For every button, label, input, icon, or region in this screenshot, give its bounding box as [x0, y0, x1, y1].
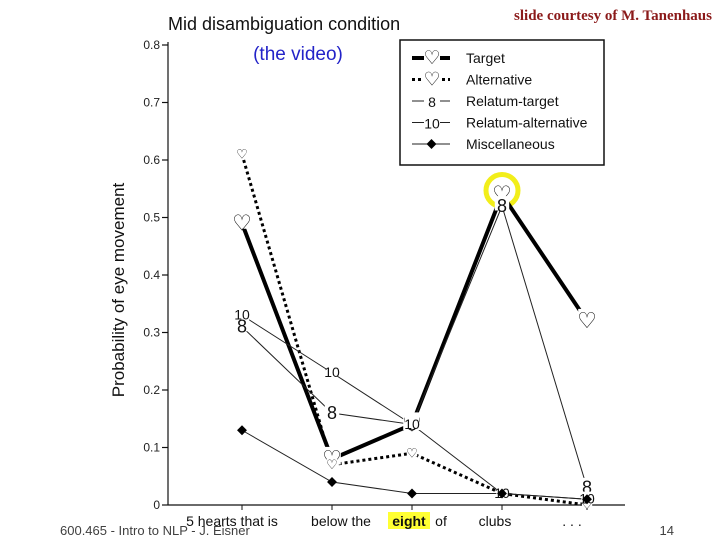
legend-marker-bg: [424, 94, 440, 110]
marker-bg: [233, 211, 251, 229]
series-relatum-alternative: [241, 314, 588, 500]
marker-bg: [494, 196, 510, 211]
y-tick-label: 0: [153, 498, 160, 512]
legend-marker-bg: [424, 115, 440, 132]
series-line: [241, 314, 588, 500]
data-point-diamond: [407, 488, 417, 499]
x-tick-label-highlighted: eight: [392, 513, 426, 529]
marker-bg: [236, 147, 248, 158]
y-tick-label: 0.1: [143, 441, 160, 455]
legend-item: ♡ Target: [412, 48, 505, 69]
legend-item: Miscellaneous: [412, 136, 555, 152]
data-point-heart: ♡: [581, 497, 593, 512]
legend-marker: 10: [424, 116, 440, 132]
data-point-diamond: [582, 494, 592, 505]
legend: ♡ Target ♡ Alternative 8 Relatum-target 10 Rela…: [399, 39, 605, 166]
data-point-diamond: [327, 477, 337, 487]
chart-subtitle: (the video): [253, 44, 343, 65]
legend-label: Relatum-alternative: [466, 115, 588, 131]
legend-marker-bg: [424, 51, 440, 67]
x-tick-label: . . .: [562, 513, 581, 529]
legend-marker: ♡: [423, 70, 440, 91]
y-tick-label: 0.6: [143, 153, 160, 167]
legend-item: 8 Relatum-target: [412, 93, 559, 110]
legend-marker-diamond: [426, 139, 437, 149]
legend-label: Alternative: [466, 72, 532, 88]
marker-bg: [234, 316, 250, 332]
marker-bg: [324, 403, 340, 418]
data-point-heart: ♡: [236, 146, 248, 161]
data-point-10: 10: [234, 307, 250, 323]
x-tick-label: clubs: [479, 513, 512, 529]
data-point-8: 8: [237, 317, 247, 337]
data-point-diamond: [237, 425, 247, 436]
x-tick-label: below the: [311, 513, 371, 529]
data-point-heart: ♡: [326, 457, 338, 472]
marker-bg: [493, 182, 511, 200]
marker-bg: [578, 308, 596, 327]
data-point-8: 8: [497, 196, 507, 216]
data-point-heart: ♡: [232, 210, 252, 235]
markers-miscellaneous: [237, 425, 592, 505]
legend-item: 10 Relatum-alternative: [412, 115, 588, 132]
legend-marker: ♡: [423, 48, 440, 69]
legend-label: Relatum-target: [466, 93, 559, 109]
y-tick-label: 0.4: [143, 268, 160, 282]
marker-bg: [236, 307, 248, 319]
y-axis-label: Probability of eye movement: [109, 182, 128, 397]
series-miscellaneous: [241, 429, 588, 500]
legend-label: Miscellaneous: [466, 136, 555, 152]
course-footer: 600.465 - Intro to NLP - J. Eisner: [60, 523, 250, 538]
data-point-10: 10: [324, 364, 340, 380]
data-point-8: 8: [327, 403, 337, 423]
legend-marker-bg: [424, 72, 440, 89]
x-tick-label: of: [435, 513, 447, 529]
series-line: [241, 429, 588, 500]
legend-label: Target: [466, 50, 505, 66]
markers-relatum-alternative: 1010101010: [234, 307, 595, 507]
marker-bg: [579, 477, 595, 493]
legend-item: ♡ Alternative: [412, 70, 532, 91]
data-point-10: 10: [404, 416, 420, 432]
marker-bg: [406, 416, 418, 428]
data-point-8: 8: [582, 478, 592, 498]
marker-bg: [326, 365, 338, 377]
x-tick-label: 5 hearts that is: [186, 513, 278, 529]
marker-bg: [406, 446, 418, 457]
data-point-diamond: [497, 488, 507, 499]
y-tick-label: 0.2: [143, 383, 160, 397]
marker-bg: [326, 457, 338, 468]
data-point-heart: ♡: [577, 308, 597, 333]
legend-marker: 8: [428, 94, 436, 110]
highlight-word-box: [388, 512, 430, 529]
slide-credit: slide courtesy of M. Tanenhaus: [514, 8, 712, 24]
y-tick-label: 0.5: [143, 211, 160, 225]
chart-title: Mid disambiguation condition: [168, 14, 400, 34]
data-point-heart: ♡: [406, 445, 418, 460]
y-tick-label: 0.3: [143, 326, 160, 340]
y-tick-label: 0.8: [143, 38, 160, 52]
y-tick-label: 0.7: [143, 96, 160, 110]
page-number: 14: [659, 523, 674, 538]
